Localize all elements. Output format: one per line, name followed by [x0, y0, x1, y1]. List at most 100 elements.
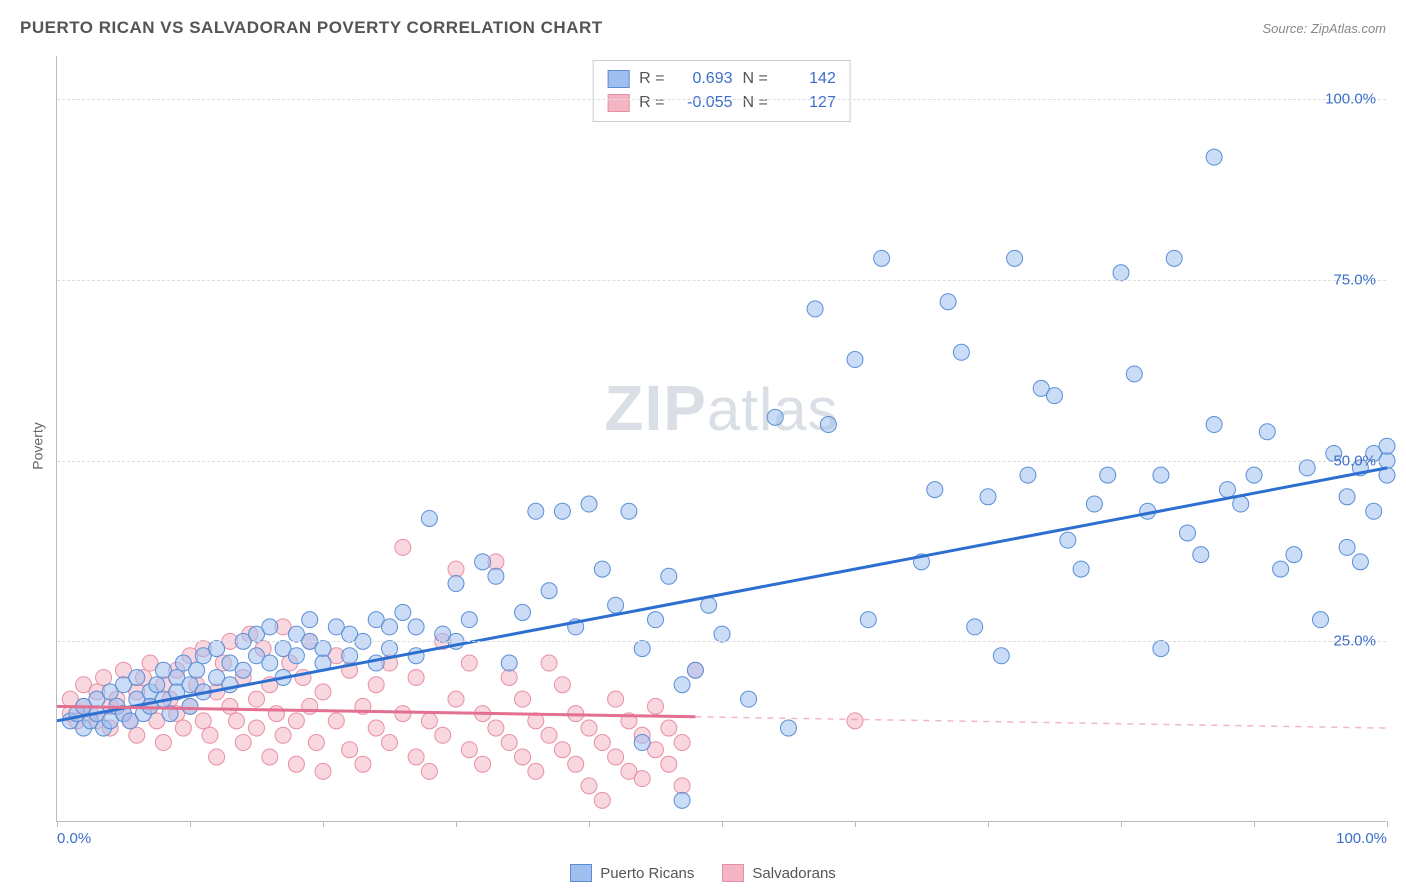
data-point [967, 619, 983, 635]
y-tick-label: 50.0% [1333, 452, 1376, 469]
data-point [674, 735, 690, 751]
legend-label-1: Salvadorans [752, 865, 835, 882]
data-point [461, 742, 477, 758]
data-point [1073, 561, 1089, 577]
data-point [1180, 525, 1196, 541]
data-point [368, 720, 384, 736]
data-point [262, 655, 278, 671]
data-point [661, 756, 677, 772]
data-point [448, 576, 464, 592]
data-point [408, 669, 424, 685]
data-point [501, 735, 517, 751]
data-point [594, 792, 610, 808]
data-point [767, 409, 783, 425]
chart-svg [57, 56, 1386, 821]
data-point [229, 713, 245, 729]
data-point [953, 344, 969, 360]
r-value-0: 0.693 [675, 67, 733, 91]
data-point [661, 720, 677, 736]
data-point [820, 417, 836, 433]
data-point [475, 554, 491, 570]
x-tick [589, 821, 590, 827]
data-point [342, 648, 358, 664]
legend-item-1: Salvadorans [722, 864, 835, 882]
y-tick-label: 100.0% [1325, 91, 1376, 108]
data-point [328, 713, 344, 729]
r-label-1: R = [639, 91, 664, 115]
legend-item-0: Puerto Ricans [570, 864, 694, 882]
data-point [714, 626, 730, 642]
data-point [1047, 388, 1063, 404]
data-point [1007, 250, 1023, 266]
x-tick [722, 821, 723, 827]
data-point [541, 727, 557, 743]
data-point [608, 597, 624, 613]
data-point [275, 727, 291, 743]
data-point [209, 641, 225, 657]
data-point [634, 771, 650, 787]
data-point [1113, 265, 1129, 281]
plot-area: ZIPatlas R = 0.693 N = 142 R = -0.055 N … [56, 56, 1386, 822]
swatch-series-1 [607, 94, 629, 112]
data-point [515, 749, 531, 765]
legend-swatch-1 [722, 864, 744, 882]
data-point [568, 756, 584, 772]
data-point [661, 568, 677, 584]
data-point [315, 684, 331, 700]
data-point [1339, 539, 1355, 555]
data-point [501, 669, 517, 685]
data-point [408, 619, 424, 635]
data-point [1126, 366, 1142, 382]
data-point [268, 706, 284, 722]
data-point [395, 539, 411, 555]
data-point [355, 756, 371, 772]
gridline-y [57, 99, 1386, 100]
data-point [209, 749, 225, 765]
stats-row-0: R = 0.693 N = 142 [607, 67, 836, 91]
legend: Puerto Ricans Salvadorans [0, 864, 1406, 882]
legend-swatch-0 [570, 864, 592, 882]
data-point [781, 720, 797, 736]
data-point [189, 662, 205, 678]
data-point [1246, 467, 1262, 483]
x-tick [988, 821, 989, 827]
data-point [202, 727, 218, 743]
data-point [847, 352, 863, 368]
n-value-0: 142 [778, 67, 836, 91]
data-point [528, 763, 544, 779]
data-point [488, 720, 504, 736]
data-point [315, 641, 331, 657]
data-point [621, 503, 637, 519]
data-point [1339, 489, 1355, 505]
n-value-1: 127 [778, 91, 836, 115]
data-point [554, 677, 570, 693]
data-point [847, 713, 863, 729]
data-point [687, 662, 703, 678]
data-point [807, 301, 823, 317]
data-point [674, 792, 690, 808]
data-point [515, 691, 531, 707]
data-point [860, 612, 876, 628]
data-point [1259, 424, 1275, 440]
data-point [435, 727, 451, 743]
data-point [182, 698, 198, 714]
data-point [648, 612, 664, 628]
data-point [475, 756, 491, 772]
x-tick [1387, 821, 1388, 827]
data-point [421, 713, 437, 729]
data-point [674, 778, 690, 794]
data-point [249, 720, 265, 736]
stats-row-1: R = -0.055 N = 127 [607, 91, 836, 115]
data-point [648, 698, 664, 714]
data-point [1379, 438, 1395, 454]
data-point [395, 604, 411, 620]
x-tick [190, 821, 191, 827]
data-point [222, 698, 238, 714]
x-tick [1121, 821, 1122, 827]
data-point [581, 496, 597, 512]
data-point [874, 250, 890, 266]
data-point [302, 612, 318, 628]
data-point [634, 735, 650, 751]
data-point [674, 677, 690, 693]
data-point [1273, 561, 1289, 577]
